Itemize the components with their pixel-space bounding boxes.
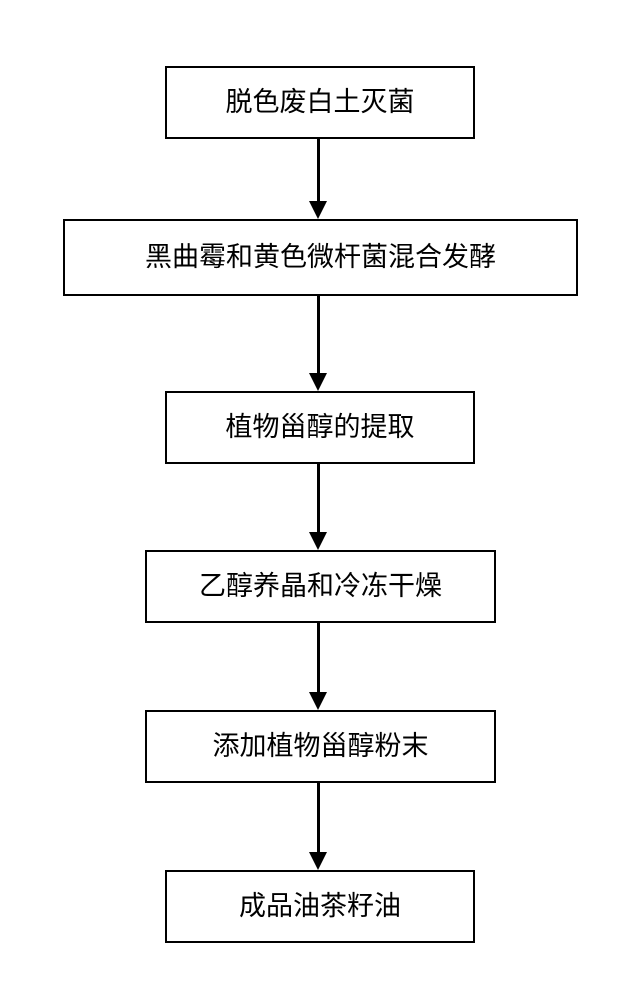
flowchart-node-n3: 植物甾醇的提取 — [165, 391, 475, 464]
flowchart-node-label: 成品油茶籽油 — [239, 890, 401, 922]
flowchart-container: 脱色废白土灭菌黑曲霉和黄色微杆菌混合发酵植物甾醇的提取乙醇养晶和冷冻干燥添加植物… — [0, 0, 641, 1000]
flowchart-node-n1: 脱色废白土灭菌 — [165, 66, 475, 139]
flowchart-node-n5: 添加植物甾醇粉末 — [145, 710, 496, 783]
flowchart-arrow-n2-n3 — [309, 296, 327, 391]
arrow-shaft — [317, 783, 320, 852]
flowchart-node-n2: 黑曲霉和黄色微杆菌混合发酵 — [63, 219, 578, 296]
arrow-shaft — [317, 139, 320, 201]
flowchart-arrow-n5-n6 — [309, 783, 327, 870]
flowchart-node-label: 添加植物甾醇粉末 — [213, 730, 429, 762]
arrow-head-icon — [309, 532, 327, 550]
arrow-shaft — [317, 296, 320, 373]
flowchart-node-label: 脱色废白土灭菌 — [226, 86, 415, 118]
arrow-shaft — [317, 623, 320, 692]
arrow-head-icon — [309, 692, 327, 710]
flowchart-arrow-n1-n2 — [309, 139, 327, 219]
arrow-head-icon — [309, 201, 327, 219]
flowchart-arrow-n3-n4 — [309, 464, 327, 550]
flowchart-node-label: 乙醇养晶和冷冻干燥 — [199, 570, 442, 602]
flowchart-node-n6: 成品油茶籽油 — [165, 870, 475, 943]
flowchart-node-label: 植物甾醇的提取 — [226, 411, 415, 443]
arrow-head-icon — [309, 852, 327, 870]
flowchart-node-n4: 乙醇养晶和冷冻干燥 — [145, 550, 496, 623]
arrow-shaft — [317, 464, 320, 532]
arrow-head-icon — [309, 373, 327, 391]
flowchart-arrow-n4-n5 — [309, 623, 327, 710]
flowchart-node-label: 黑曲霉和黄色微杆菌混合发酵 — [145, 241, 496, 273]
